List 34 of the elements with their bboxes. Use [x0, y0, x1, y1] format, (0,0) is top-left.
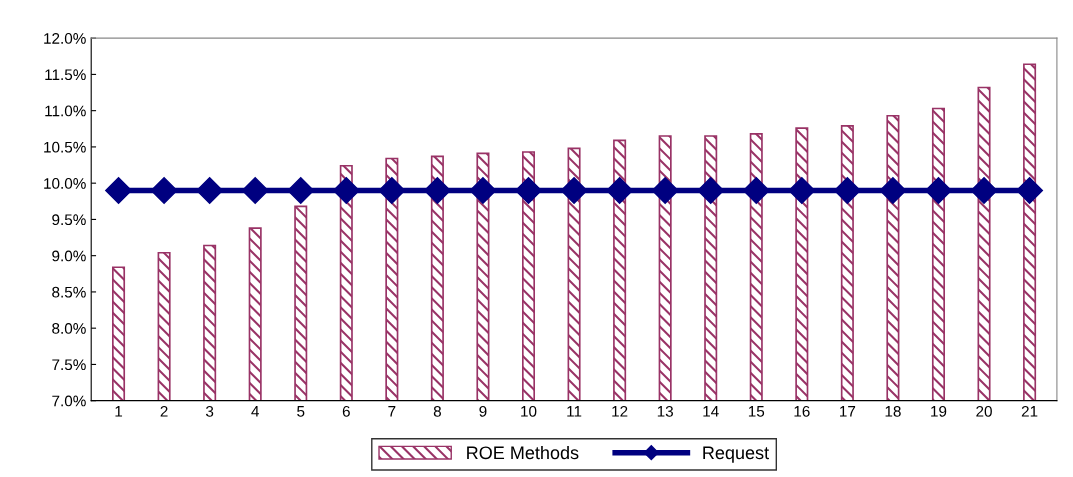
x-tick-label: 20 [976, 405, 992, 417]
x-tick-label: 19 [931, 405, 947, 417]
y-tick-label: 12.0% [44, 33, 86, 44]
y-tick-label: 11.0% [45, 105, 86, 117]
x-tick-label: 16 [794, 405, 810, 417]
x-tick-label: 9 [479, 405, 487, 417]
x-tick-label: 15 [748, 406, 765, 417]
y-tick-label: 7.0% [52, 395, 86, 407]
x-tick-label: 21 [1021, 405, 1038, 417]
x-tick-label: 1 [115, 406, 123, 417]
x-tick-label: 7 [388, 406, 396, 417]
y-tick-label: 8.5% [52, 286, 86, 298]
x-tick-label: 18 [885, 405, 901, 417]
x-tick-label: 10 [521, 405, 537, 417]
x-tick-label: 17 [840, 406, 856, 417]
x-tick-label: 6 [342, 405, 350, 417]
y-tick-label: 8.0% [52, 323, 86, 334]
x-tick-label: 5 [297, 406, 305, 417]
x-tick-label: 2 [160, 405, 168, 417]
x-tick-label: 11 [567, 406, 582, 417]
y-tick-label: 7.5% [52, 359, 86, 371]
legend-label: Request [703, 446, 769, 463]
legend-label: ROE Methods [467, 445, 579, 460]
y-tick-label: 9.0% [52, 250, 86, 262]
x-tick-label: 14 [703, 406, 719, 417]
x-tick-label: 8 [433, 405, 441, 417]
y-tick-label: 9.5% [52, 214, 86, 226]
x-tick-label: 12 [612, 405, 628, 417]
x-tick-label: 3 [205, 405, 214, 417]
x-tick-label: 4 [251, 406, 259, 417]
y-tick-label: 10.5% [44, 141, 86, 153]
y-tick-label: 10.0% [44, 178, 86, 189]
x-tick-label: 13 [657, 405, 673, 417]
y-tick-label: 11.5% [45, 69, 86, 81]
